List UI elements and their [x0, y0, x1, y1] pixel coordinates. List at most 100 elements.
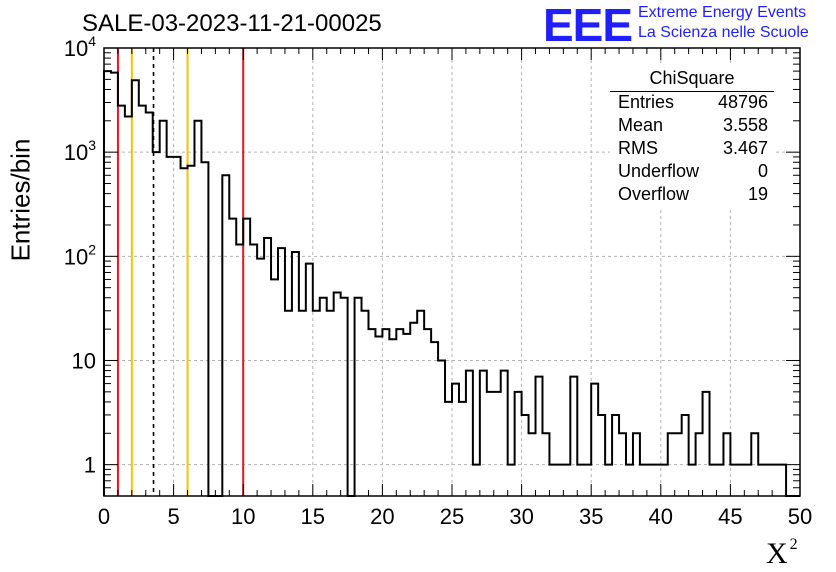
stats-value: 0	[757, 161, 768, 181]
histogram-bin	[765, 465, 772, 496]
x-tick-label: 40	[649, 504, 673, 529]
x-tick-label: 35	[579, 504, 603, 529]
histogram-bin	[737, 465, 744, 496]
histogram-bin	[508, 465, 515, 496]
stats-value: 19	[747, 184, 768, 204]
x-tick-label: 20	[370, 504, 394, 529]
histogram-bin	[188, 166, 195, 496]
reference-lines	[116, 48, 245, 496]
histogram-bin	[556, 465, 563, 496]
histogram-bin	[654, 465, 661, 496]
histogram-bin	[285, 311, 292, 496]
x-tick-label: 0	[98, 504, 110, 529]
histogram-bin	[640, 465, 647, 496]
stats-row-underflow: Underflow 0	[618, 161, 768, 183]
histogram-bin	[431, 342, 438, 496]
histogram-bin	[563, 465, 570, 496]
histogram-bin	[125, 116, 132, 496]
x-axis-label-sup: 2	[789, 536, 798, 553]
x-tick-label: 5	[167, 504, 179, 529]
histogram-bin	[529, 433, 536, 496]
stats-divider	[610, 91, 774, 92]
x-tick-label: 45	[718, 504, 742, 529]
histogram-bin	[403, 334, 410, 496]
histogram-bin	[222, 175, 229, 496]
stats-label: Mean	[618, 115, 664, 135]
y-tick-label-base: 1	[84, 453, 96, 478]
y-axis-label-box: Entries/bin	[4, 110, 38, 290]
logo-subtitle-2: La Scienza nelle Scuole	[638, 24, 809, 41]
histogram-bin	[612, 415, 619, 496]
y-tick-label-base: 10	[64, 244, 88, 269]
histogram-bin	[772, 465, 779, 496]
histogram-bin	[229, 219, 236, 496]
histogram-bin	[201, 162, 208, 496]
histogram-bin	[306, 264, 313, 496]
histogram-bin	[751, 433, 758, 496]
histogram-bin	[445, 402, 452, 496]
stats-row-mean: Mean 3.558	[618, 115, 768, 137]
histogram-bin	[591, 384, 598, 496]
histogram-bin	[167, 157, 174, 496]
histogram-bin	[375, 336, 382, 496]
x-tick-label: 30	[509, 504, 533, 529]
histogram-bin	[174, 157, 181, 496]
eee-logo: EEE	[543, 0, 633, 51]
histogram-bin	[522, 415, 529, 496]
y-tick-label-base: 10	[72, 348, 96, 373]
y-tick-label-base: 10	[64, 36, 88, 61]
x-tick-label: 10	[231, 504, 255, 529]
histogram-bin	[661, 465, 668, 496]
histogram-bin	[515, 392, 522, 496]
histogram-bin	[577, 465, 584, 496]
histogram-bin	[744, 465, 751, 496]
y-tick-label-exp: 2	[88, 241, 96, 257]
histogram-bin	[417, 311, 424, 496]
histogram-bin	[160, 121, 167, 496]
histogram-bin	[542, 433, 549, 496]
y-tick-label: 102	[64, 241, 96, 269]
histogram-bin	[598, 415, 605, 496]
histogram-bin	[396, 329, 403, 496]
stats-row-overflow: Overflow 19	[618, 184, 768, 206]
x-tick-label: 25	[440, 504, 464, 529]
histogram-bin	[536, 377, 543, 496]
y-tick-label-exp: 4	[88, 33, 96, 49]
stats-row-rms: RMS 3.467	[618, 138, 768, 160]
x-tick-label: 15	[301, 504, 325, 529]
y-tick-label-exp: 3	[88, 137, 96, 153]
histogram-bin	[118, 106, 125, 496]
histogram-bin	[682, 415, 689, 496]
histogram-bin	[139, 106, 146, 496]
histogram-bin	[194, 121, 201, 496]
x-axis-label-base: X	[766, 537, 788, 570]
histogram-bin	[362, 311, 369, 496]
logo-subtitle-1: Extreme Energy Events	[638, 4, 807, 21]
histogram-bin	[236, 244, 243, 496]
histogram-bin	[710, 465, 717, 496]
histogram-bin	[320, 298, 327, 496]
y-tick-label: 104	[64, 33, 96, 61]
histogram-bin	[111, 73, 118, 496]
histogram-bin	[584, 465, 591, 496]
histogram-bin	[355, 298, 362, 496]
histogram-bin	[487, 392, 494, 496]
y-axis-label: Entries/bin	[5, 138, 36, 262]
histogram-bin	[473, 465, 480, 496]
stats-label: Underflow	[618, 161, 700, 181]
x-tick-label: 50	[788, 504, 812, 529]
histogram-bin	[466, 371, 473, 496]
histogram-bin	[327, 311, 334, 496]
histogram-bin	[723, 433, 730, 496]
stats-label: Entries	[618, 92, 675, 112]
stats-box: ChiSquare Entries 48796 Mean 3.558 RMS 3.46…	[610, 66, 774, 208]
histogram-bin	[292, 252, 299, 496]
histogram-bin	[480, 371, 487, 496]
histogram-bin	[389, 339, 396, 496]
histogram-bin	[459, 402, 466, 496]
histogram-bin	[605, 465, 612, 496]
histogram-bin	[452, 384, 459, 496]
